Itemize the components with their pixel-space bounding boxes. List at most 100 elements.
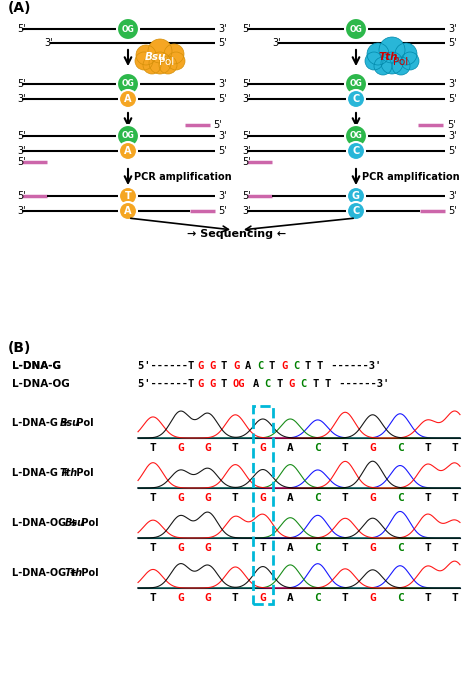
Text: 5': 5' bbox=[242, 131, 251, 141]
Text: Bsu: Bsu bbox=[144, 52, 166, 62]
Text: G: G bbox=[177, 443, 184, 453]
Text: Pol: Pol bbox=[73, 468, 94, 478]
Circle shape bbox=[119, 202, 137, 220]
Text: Tth: Tth bbox=[378, 52, 398, 62]
Text: OG: OG bbox=[350, 79, 363, 88]
Text: T: T bbox=[150, 593, 156, 603]
Text: T: T bbox=[232, 543, 239, 553]
Text: T: T bbox=[452, 543, 458, 553]
Text: 5': 5' bbox=[448, 206, 457, 216]
Text: T: T bbox=[221, 379, 227, 389]
Text: A: A bbox=[124, 146, 132, 156]
Text: 5': 5' bbox=[447, 120, 456, 130]
Text: G: G bbox=[352, 191, 360, 201]
Text: Tth: Tth bbox=[60, 468, 78, 478]
Circle shape bbox=[143, 56, 161, 74]
Text: 3': 3' bbox=[218, 191, 227, 201]
Circle shape bbox=[365, 52, 383, 70]
Circle shape bbox=[117, 18, 139, 40]
Text: L-DNA-G: L-DNA-G bbox=[12, 361, 61, 371]
Text: 3': 3' bbox=[448, 131, 456, 141]
Circle shape bbox=[347, 90, 365, 108]
Text: G: G bbox=[205, 443, 211, 453]
Text: C: C bbox=[314, 443, 321, 453]
Text: 5': 5' bbox=[242, 79, 251, 89]
Circle shape bbox=[119, 187, 137, 205]
Text: OG: OG bbox=[350, 131, 363, 140]
Text: L-DNA-G +: L-DNA-G + bbox=[12, 418, 73, 428]
Text: G: G bbox=[177, 593, 184, 603]
Text: T: T bbox=[312, 379, 319, 389]
Text: G: G bbox=[177, 493, 184, 503]
Text: G: G bbox=[205, 543, 211, 553]
Circle shape bbox=[345, 18, 367, 40]
Text: OG: OG bbox=[122, 79, 134, 88]
Text: Bsu: Bsu bbox=[60, 418, 80, 428]
Text: T: T bbox=[150, 543, 156, 553]
Text: C: C bbox=[301, 379, 307, 389]
Text: OG: OG bbox=[122, 131, 134, 140]
Circle shape bbox=[117, 73, 139, 95]
Text: (B): (B) bbox=[8, 341, 31, 355]
Text: L-DNA-OG: L-DNA-OG bbox=[12, 379, 70, 389]
Text: Pol: Pol bbox=[78, 568, 99, 578]
Text: ------3': ------3' bbox=[326, 361, 382, 371]
Text: T: T bbox=[424, 443, 431, 453]
Circle shape bbox=[159, 56, 177, 74]
Circle shape bbox=[164, 44, 184, 64]
Text: PCR amplification: PCR amplification bbox=[134, 172, 232, 182]
Text: (A): (A) bbox=[8, 1, 31, 15]
Text: T: T bbox=[325, 379, 331, 389]
Circle shape bbox=[345, 73, 367, 95]
Text: T: T bbox=[424, 593, 431, 603]
Text: A: A bbox=[253, 379, 259, 389]
Text: C: C bbox=[352, 94, 360, 104]
Text: 3': 3' bbox=[218, 131, 227, 141]
Text: 5'------T: 5'------T bbox=[138, 379, 201, 389]
Text: C: C bbox=[314, 493, 321, 503]
Text: 3': 3' bbox=[448, 191, 456, 201]
Text: 5': 5' bbox=[218, 94, 227, 104]
Text: 5': 5' bbox=[17, 191, 26, 201]
Circle shape bbox=[117, 125, 139, 147]
Text: G: G bbox=[289, 379, 295, 389]
Text: G: G bbox=[209, 379, 215, 389]
Text: Tth: Tth bbox=[65, 568, 83, 578]
Circle shape bbox=[149, 52, 171, 74]
Text: 5': 5' bbox=[242, 24, 251, 34]
Text: 3': 3' bbox=[448, 79, 456, 89]
Text: G: G bbox=[369, 593, 376, 603]
Circle shape bbox=[381, 52, 403, 74]
Text: T: T bbox=[452, 593, 458, 603]
Text: G: G bbox=[205, 493, 211, 503]
Text: 5': 5' bbox=[448, 146, 457, 156]
Text: OG: OG bbox=[122, 25, 134, 34]
Text: OG: OG bbox=[233, 379, 246, 389]
Text: A: A bbox=[287, 593, 294, 603]
Text: 5': 5' bbox=[218, 206, 227, 216]
Text: T: T bbox=[269, 361, 275, 371]
Circle shape bbox=[395, 43, 417, 65]
Text: T: T bbox=[424, 493, 431, 503]
Text: C: C bbox=[397, 543, 403, 553]
Circle shape bbox=[119, 90, 137, 108]
Text: G: G bbox=[233, 361, 239, 371]
Text: T: T bbox=[317, 361, 323, 371]
Text: 3': 3' bbox=[218, 24, 227, 34]
Circle shape bbox=[148, 39, 172, 63]
Text: PCR amplification: PCR amplification bbox=[362, 172, 460, 182]
Text: A: A bbox=[124, 94, 132, 104]
Text: T: T bbox=[150, 443, 156, 453]
Text: Pol: Pol bbox=[393, 57, 409, 67]
Circle shape bbox=[347, 187, 365, 205]
Text: T: T bbox=[342, 543, 348, 553]
Text: G: G bbox=[369, 493, 376, 503]
Text: T: T bbox=[305, 361, 311, 371]
Text: A: A bbox=[287, 443, 294, 453]
Text: T: T bbox=[342, 593, 348, 603]
Text: T: T bbox=[452, 443, 458, 453]
Text: L-DNA-G: L-DNA-G bbox=[12, 361, 61, 371]
Text: G: G bbox=[209, 361, 215, 371]
Text: G: G bbox=[197, 379, 203, 389]
Circle shape bbox=[392, 57, 410, 75]
